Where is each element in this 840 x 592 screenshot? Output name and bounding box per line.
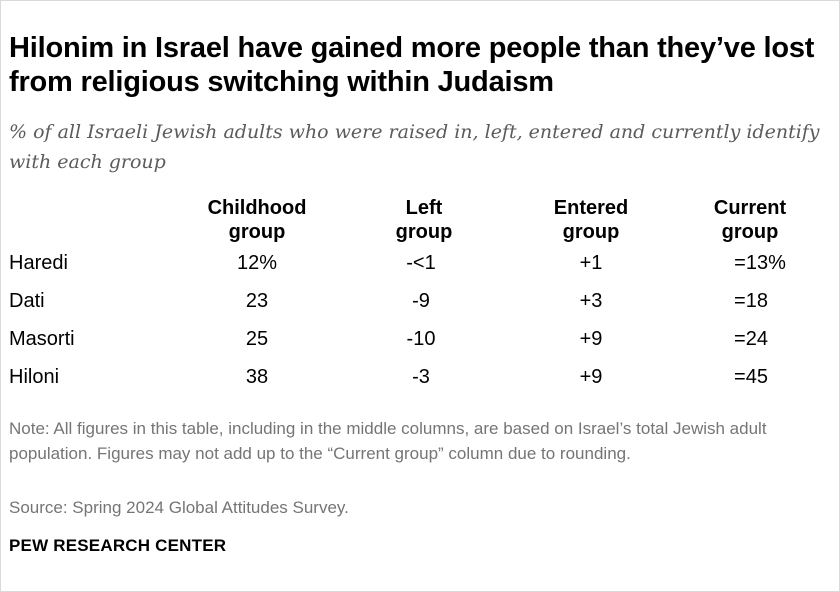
cell-haredi-entered: +1 [579,252,603,274]
cell-hiloni-childhood: 38 [245,366,269,388]
cell-dati-childhood: 23 [245,290,269,312]
column-header-childhood-line1: Childhood [207,197,307,219]
chart-subtitle: % of all Israeli Jewish adults who were … [9,121,820,173]
table-row-dati: Dati 23 -9 +3 =18 [1,288,840,326]
column-header-current-line1: Current [713,197,787,219]
row-label-dati: Dati [9,290,45,312]
chart-source: Source: Spring 2024 Global Attitudes Sur… [9,498,349,517]
cell-hiloni-left: -3 [412,366,430,388]
cell-dati-left: -9 [412,290,430,312]
row-label-masorti: Masorti [9,328,75,350]
table-row-hiloni: Hiloni 38 -3 +9 =45 [1,364,840,402]
column-header-childhood: Childhood group [167,196,347,244]
brand-name: PEW RESEARCH CENTER [9,536,227,555]
cell-dati-entered: +3 [579,290,603,312]
column-header-left: Left group [334,196,514,244]
cell-masorti-childhood: 25 [245,328,269,350]
table-row-haredi: Haredi 12% -<1 +1 =13% [1,250,840,288]
cell-haredi-current: =13% [734,252,786,274]
column-header-entered-line1: Entered [553,197,629,219]
column-header-left-line1: Left [405,197,443,219]
column-header-current: Current group [660,196,840,244]
column-header-entered-line2: group [562,221,620,243]
row-label-haredi: Haredi [9,252,68,274]
cell-masorti-entered: +9 [579,328,603,350]
column-header-childhood-line2: group [228,221,286,243]
column-header-current-line2: group [721,221,779,243]
cell-masorti-current: =24 [734,328,768,350]
cell-hiloni-entered: +9 [579,366,603,388]
cell-haredi-childhood: 12% [236,252,278,274]
cell-masorti-left: -10 [406,328,436,350]
chart-title: Hilonim in Israel have gained more peopl… [9,32,815,98]
column-header-left-line2: group [395,221,453,243]
column-header-entered: Entered group [501,196,681,244]
cell-haredi-left: -<1 [406,252,436,274]
row-label-hiloni: Hiloni [9,366,60,388]
cell-dati-current: =18 [734,290,768,312]
chart-note: Note: All figures in this table, includi… [9,419,767,463]
switching-table: Childhood group Left group Entered group… [1,196,840,396]
table-row-masorti: Masorti 25 -10 +9 =24 [1,326,840,364]
cell-hiloni-current: =45 [734,366,768,388]
